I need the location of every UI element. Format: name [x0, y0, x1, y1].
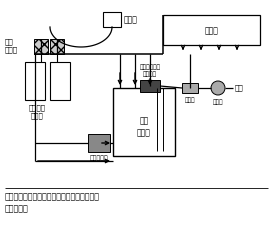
Circle shape [211, 81, 225, 95]
Bar [50, 39, 64, 54]
Text: 構成: 構成 [5, 204, 29, 213]
Text: 原水: 原水 [235, 85, 244, 91]
Text: フロートレス
スイッチ: フロートレス スイッチ [140, 65, 161, 77]
Bar [163, 15, 260, 45]
Bar [103, 12, 121, 27]
Text: 電磁弁: 電磁弁 [185, 97, 195, 102]
Text: 栽培槽: 栽培槽 [204, 26, 218, 36]
Text: 定量
ポンプ: 定量 ポンプ [5, 39, 18, 53]
Text: 流量計: 流量計 [213, 99, 223, 105]
Text: 肥料原液
タンク: 肥料原液 タンク [28, 104, 46, 119]
Text: 給液ポンプ: 給液ポンプ [90, 155, 108, 161]
Bar [113, 88, 175, 156]
Bar [25, 62, 45, 100]
Bar [88, 134, 110, 152]
Bar [182, 83, 198, 93]
Text: 循環
タンク: 循環 タンク [137, 117, 151, 137]
Text: タイマ: タイマ [124, 15, 138, 24]
Text: 図１　水耕栽培における日施用法のシステム: 図１ 水耕栽培における日施用法のシステム [5, 192, 100, 201]
Bar [140, 80, 160, 92]
Bar [34, 39, 48, 54]
Bar [50, 62, 70, 100]
